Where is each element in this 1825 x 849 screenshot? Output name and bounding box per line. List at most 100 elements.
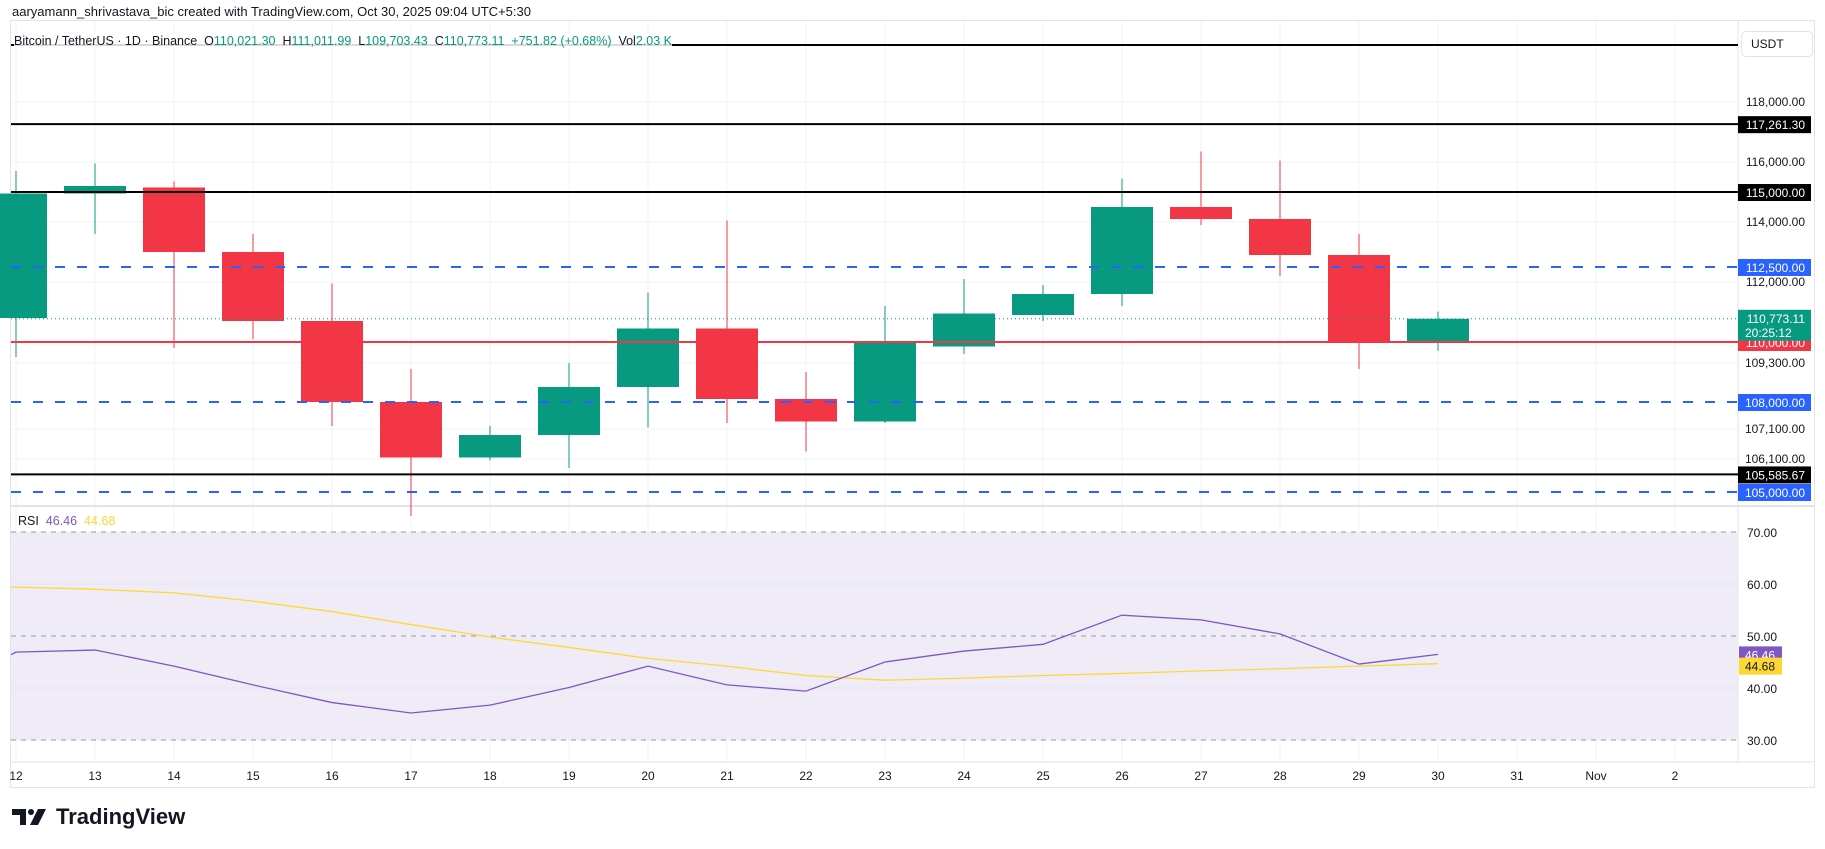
- candle-body: [775, 399, 837, 422]
- candle-body: [459, 435, 521, 458]
- price-tick-label: 112,000.00: [1746, 275, 1805, 289]
- low-value: 109,703.43: [365, 34, 428, 48]
- brand-name: TradingView: [56, 804, 186, 829]
- candle-body: [222, 252, 284, 321]
- rsi-ma-value: 44.68: [84, 514, 116, 528]
- candle[interactable]: [617, 292, 679, 428]
- chart-credit: aaryamann_shrivastava_bic created with T…: [12, 4, 531, 19]
- time-axis-label: 22: [799, 769, 813, 783]
- rsi-tick-label: 60.00: [1747, 578, 1777, 592]
- symbol-name[interactable]: Bitcoin / TetherUS · 1D · Binance: [14, 34, 198, 48]
- candle[interactable]: [1407, 311, 1469, 351]
- rsi-ma-line: [11, 586, 1439, 681]
- candle-body: [143, 187, 205, 252]
- candle-body: [854, 342, 916, 422]
- price-tick-label: 107,100.00: [1745, 422, 1805, 436]
- candle[interactable]: [1012, 285, 1074, 321]
- tradingview-logo-icon: [12, 809, 46, 825]
- time-axis-label: 25: [1036, 769, 1050, 783]
- level-price-tag: [1738, 484, 1811, 501]
- candle[interactable]: [854, 306, 916, 423]
- volume-label: Vol: [618, 34, 636, 48]
- candle-body: [1328, 255, 1390, 342]
- volume-value: 2.03 K: [635, 34, 672, 48]
- rsi-tick-label: 70.00: [1747, 526, 1777, 540]
- candle-body: [1249, 219, 1311, 255]
- price-tick-label: 106,100.00: [1745, 452, 1805, 466]
- rsi-line: [10, 614, 1439, 714]
- time-axis-label: 29: [1352, 769, 1366, 783]
- candle[interactable]: [459, 426, 521, 461]
- chart-frame: [10, 20, 1815, 788]
- time-axis-label: 28: [1273, 769, 1287, 783]
- candle[interactable]: [222, 234, 284, 339]
- candle-body: [64, 186, 126, 194]
- candle[interactable]: [143, 181, 205, 349]
- high-value: 111,011.99: [291, 34, 352, 48]
- candle[interactable]: [775, 372, 837, 452]
- candle[interactable]: [538, 363, 600, 468]
- level-price-tag-text: 105,585.67: [1745, 468, 1805, 482]
- rsi-label[interactable]: RSI: [18, 514, 39, 528]
- low-label: L: [358, 34, 366, 48]
- candle-body: [538, 387, 600, 435]
- candle[interactable]: [1091, 178, 1153, 307]
- tradingview-logo[interactable]: TradingView: [12, 804, 185, 830]
- candle[interactable]: [301, 283, 363, 427]
- time-axis-label: 17: [404, 769, 418, 783]
- candle-body: [617, 328, 679, 387]
- rsi-legend: RSI 46.46 44.68: [18, 514, 115, 528]
- countdown-text: 20:25:12: [1745, 326, 1792, 340]
- time-axis-label: 15: [246, 769, 260, 783]
- time-axis-label: 24: [957, 769, 971, 783]
- price-tick-label: 114,000.00: [1746, 215, 1805, 229]
- symbol-legend: Bitcoin / TetherUS · 1D · Binance O110,0…: [14, 34, 672, 48]
- candle[interactable]: [1249, 160, 1311, 277]
- time-axis-label: 26: [1115, 769, 1129, 783]
- close-value: 110,773.11: [443, 34, 505, 48]
- time-axis-label: 20: [641, 769, 655, 783]
- time-axis-label: 12: [9, 769, 23, 783]
- time-axis-label: 2: [1672, 769, 1679, 783]
- time-axis-label: 21: [720, 769, 734, 783]
- candle[interactable]: [0, 171, 47, 357]
- candle[interactable]: [696, 220, 758, 424]
- candle[interactable]: [380, 369, 442, 516]
- rsi-value: 46.46: [45, 514, 78, 528]
- candle[interactable]: [1170, 151, 1232, 226]
- candle-body: [1012, 294, 1074, 315]
- rsi-ma-value-tag: [1739, 657, 1782, 675]
- time-axis-label: 27: [1194, 769, 1208, 783]
- level-price-tag: [1738, 394, 1811, 411]
- close-label: C: [434, 34, 444, 48]
- time-axis-label: Nov: [1585, 769, 1606, 783]
- candle-body: [0, 193, 47, 318]
- open-label: O: [204, 34, 214, 48]
- price-tick-label: 118,000.00: [1746, 95, 1805, 109]
- candle-body: [1091, 207, 1153, 294]
- level-price-tag: [1738, 259, 1811, 276]
- candle-body: [1407, 318, 1469, 342]
- rsi-tick-label: 30.00: [1747, 734, 1777, 748]
- change-value: +751.82 (+0.68%): [511, 34, 612, 48]
- level-price-tag: [1738, 116, 1811, 134]
- level-price-tag: [1738, 466, 1811, 484]
- time-axis-label: 19: [562, 769, 576, 783]
- time-axis-label: 13: [88, 769, 102, 783]
- candle-body: [301, 321, 363, 402]
- candle-body: [380, 402, 442, 458]
- level-price-tag-text: 117,261.30: [1746, 118, 1805, 132]
- currency-button[interactable]: USDT: [1741, 31, 1813, 57]
- open-value: 110,021.30: [213, 34, 276, 48]
- candle[interactable]: [64, 163, 126, 235]
- candle[interactable]: [1328, 234, 1390, 369]
- time-axis-label: 23: [878, 769, 892, 783]
- level-price-tag-text: 108,000.00: [1745, 396, 1805, 410]
- time-axis-label: 30: [1431, 769, 1445, 783]
- candle-body: [696, 328, 758, 399]
- level-price-tag-text: 105,000.00: [1745, 486, 1805, 500]
- level-price-tag: [1738, 184, 1811, 201]
- last-price-tag-text: 110,773.11: [1747, 312, 1806, 326]
- price-tick-label: 116,000.00: [1746, 155, 1805, 169]
